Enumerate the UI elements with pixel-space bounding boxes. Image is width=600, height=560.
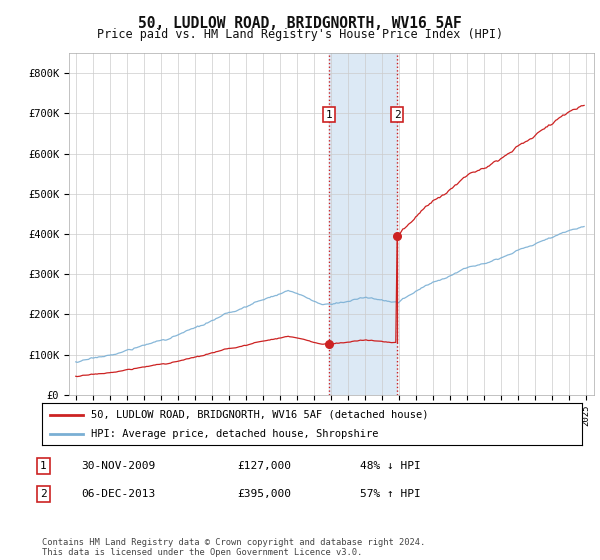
Text: Contains HM Land Registry data © Crown copyright and database right 2024.
This d: Contains HM Land Registry data © Crown c… — [42, 538, 425, 557]
Text: 1: 1 — [40, 461, 47, 471]
Text: £127,000: £127,000 — [237, 461, 291, 471]
Bar — [329, 53, 397, 395]
Text: 48% ↓ HPI: 48% ↓ HPI — [360, 461, 421, 471]
Text: 2: 2 — [394, 110, 401, 120]
Text: £395,000: £395,000 — [237, 489, 291, 499]
Text: 30-NOV-2009: 30-NOV-2009 — [81, 461, 155, 471]
Text: Price paid vs. HM Land Registry's House Price Index (HPI): Price paid vs. HM Land Registry's House … — [97, 28, 503, 41]
Text: 50, LUDLOW ROAD, BRIDGNORTH, WV16 5AF (detached house): 50, LUDLOW ROAD, BRIDGNORTH, WV16 5AF (d… — [91, 409, 428, 419]
Text: 50, LUDLOW ROAD, BRIDGNORTH, WV16 5AF: 50, LUDLOW ROAD, BRIDGNORTH, WV16 5AF — [138, 16, 462, 31]
Text: 57% ↑ HPI: 57% ↑ HPI — [360, 489, 421, 499]
Text: 2: 2 — [40, 489, 47, 499]
Text: 1: 1 — [326, 110, 332, 120]
Text: 06-DEC-2013: 06-DEC-2013 — [81, 489, 155, 499]
Text: HPI: Average price, detached house, Shropshire: HPI: Average price, detached house, Shro… — [91, 429, 378, 439]
